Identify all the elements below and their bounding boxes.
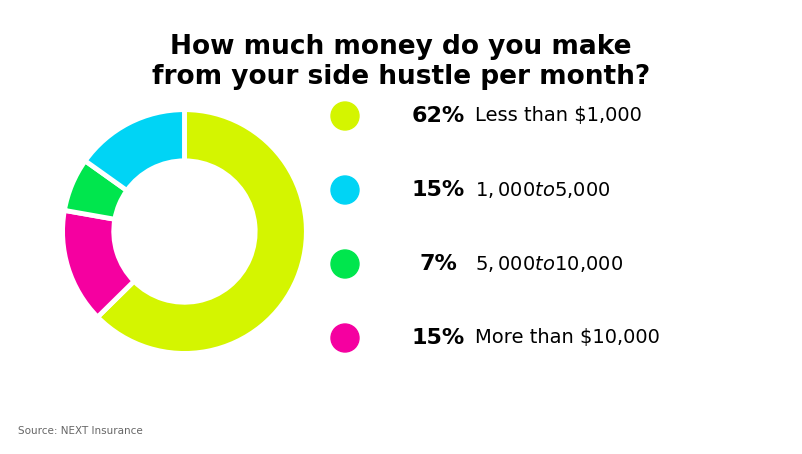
Circle shape xyxy=(331,324,359,352)
Text: Less than $1,000: Less than $1,000 xyxy=(475,107,642,125)
Text: 62%: 62% xyxy=(411,106,464,126)
Text: More than $10,000: More than $10,000 xyxy=(475,329,660,347)
Text: $1,000 to $5,000: $1,000 to $5,000 xyxy=(475,180,610,200)
Text: Source: NEXT Insurance: Source: NEXT Insurance xyxy=(18,426,143,436)
Text: How much money do you make
from your side hustle per month?: How much money do you make from your sid… xyxy=(152,34,650,90)
Circle shape xyxy=(331,176,359,204)
Wedge shape xyxy=(85,109,184,191)
Text: $5,000 to $10,000: $5,000 to $10,000 xyxy=(475,254,623,274)
Wedge shape xyxy=(63,210,134,317)
Text: 15%: 15% xyxy=(411,328,464,348)
Circle shape xyxy=(331,250,359,278)
Text: 15%: 15% xyxy=(411,180,464,200)
Wedge shape xyxy=(64,161,127,219)
Circle shape xyxy=(331,102,359,130)
Text: 7%: 7% xyxy=(419,254,457,274)
Wedge shape xyxy=(98,109,306,354)
